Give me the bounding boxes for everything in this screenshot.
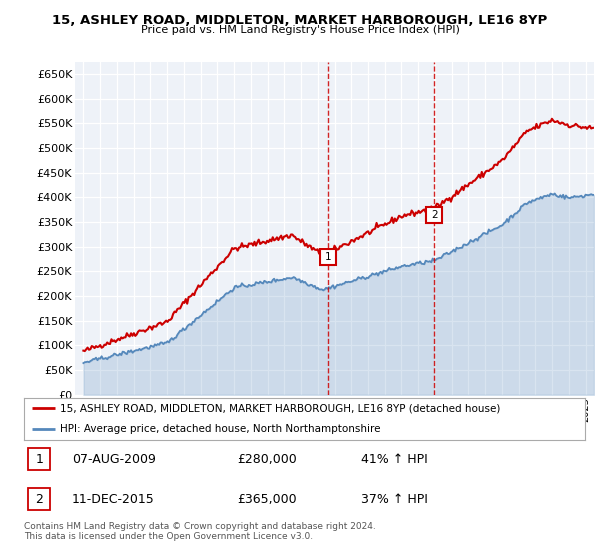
Text: HPI: Average price, detached house, North Northamptonshire: HPI: Average price, detached house, Nort… [61, 424, 381, 434]
Text: 2: 2 [431, 209, 437, 220]
Text: 1: 1 [325, 251, 331, 262]
Text: 2: 2 [35, 493, 43, 506]
FancyBboxPatch shape [28, 447, 50, 470]
Text: Price paid vs. HM Land Registry's House Price Index (HPI): Price paid vs. HM Land Registry's House … [140, 25, 460, 35]
FancyBboxPatch shape [28, 488, 50, 511]
Text: 11-DEC-2015: 11-DEC-2015 [71, 493, 154, 506]
Text: 15, ASHLEY ROAD, MIDDLETON, MARKET HARBOROUGH, LE16 8YP: 15, ASHLEY ROAD, MIDDLETON, MARKET HARBO… [52, 14, 548, 27]
Text: 37% ↑ HPI: 37% ↑ HPI [361, 493, 427, 506]
Text: 1: 1 [35, 452, 43, 465]
Text: £365,000: £365,000 [237, 493, 297, 506]
Text: 07-AUG-2009: 07-AUG-2009 [71, 452, 155, 465]
Text: £280,000: £280,000 [237, 452, 297, 465]
Text: 15, ASHLEY ROAD, MIDDLETON, MARKET HARBOROUGH, LE16 8YP (detached house): 15, ASHLEY ROAD, MIDDLETON, MARKET HARBO… [61, 403, 501, 413]
Text: 41% ↑ HPI: 41% ↑ HPI [361, 452, 427, 465]
Text: Contains HM Land Registry data © Crown copyright and database right 2024.
This d: Contains HM Land Registry data © Crown c… [24, 522, 376, 542]
